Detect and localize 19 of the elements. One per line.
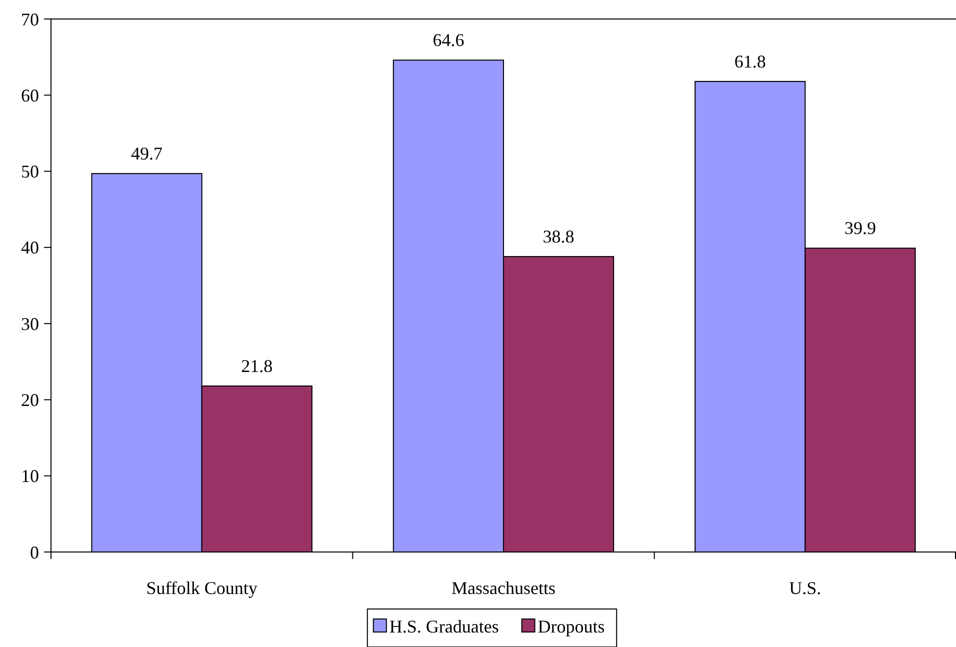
y-tick-label: 50 bbox=[21, 162, 39, 182]
y-tick-label: 0 bbox=[30, 542, 39, 562]
y-tick-label: 70 bbox=[21, 9, 39, 30]
y-tick-label: 30 bbox=[21, 314, 39, 334]
legend-label: H.S. Graduates bbox=[389, 616, 499, 636]
x-tick-label: Suffolk County bbox=[146, 578, 258, 598]
data-label: 21.8 bbox=[241, 356, 273, 376]
y-tick-label: 20 bbox=[21, 390, 39, 410]
data-label: 49.7 bbox=[131, 144, 163, 164]
y-tick-label: 40 bbox=[21, 238, 39, 258]
x-tick-label: Massachusetts bbox=[452, 578, 556, 598]
x-tick-label: U.S. bbox=[789, 578, 822, 598]
data-label: 39.9 bbox=[844, 218, 876, 238]
y-tick-label: 10 bbox=[21, 466, 39, 486]
legend-label: Dropouts bbox=[538, 616, 605, 636]
data-label: 38.8 bbox=[542, 226, 574, 247]
y-tick-label: 60 bbox=[21, 85, 39, 106]
data-label: 64.6 bbox=[432, 30, 464, 50]
data-label: 61.8 bbox=[734, 51, 766, 72]
